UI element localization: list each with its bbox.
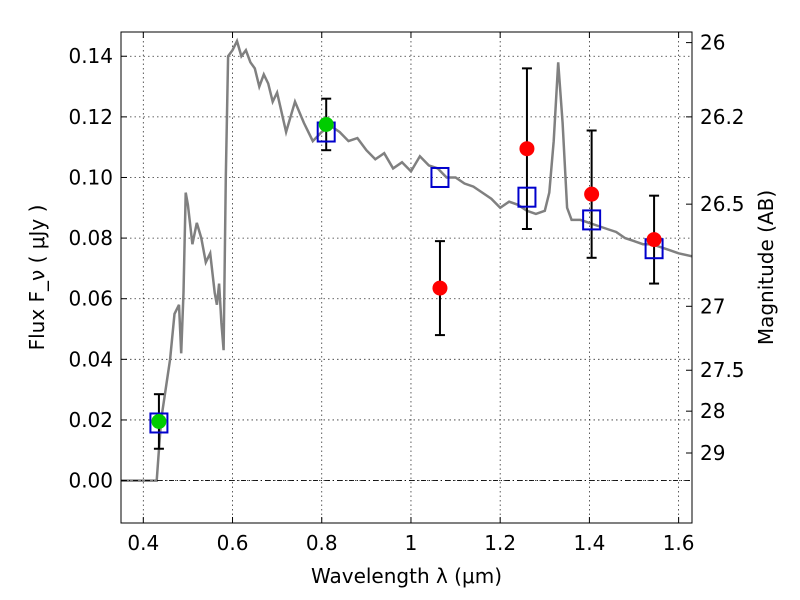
model-flux-square — [517, 186, 537, 208]
plot-frame — [120, 31, 693, 524]
data-point — [646, 232, 662, 248]
x-tick-label: 1.2 — [484, 531, 516, 555]
x-tick-label: 0.4 — [127, 531, 159, 555]
right-tick-label: 27 — [700, 294, 725, 318]
ticks-layer: 0.4 0.6 0.8 1 1.2 1.4 1.6 0.00 0.02 0.04 0.06 0.08 0… — [68, 31, 744, 555]
y-tick-label: 0.14 — [68, 44, 113, 68]
y-tick-label: 0.06 — [68, 287, 113, 311]
right-axis-label: Magnitude (AB) — [754, 190, 778, 345]
y-tick-label: 0.08 — [68, 226, 113, 250]
right-tick-label: 28 — [700, 399, 725, 423]
y-tick-label: 0.04 — [68, 347, 113, 371]
model-flux-square — [149, 412, 169, 434]
right-tick-label: 27.5 — [700, 358, 745, 382]
x-tick-label: 1.4 — [573, 531, 605, 555]
y-tick-label: 0.12 — [68, 105, 113, 129]
right-tick-label: 26.5 — [700, 192, 745, 216]
y-tick-label: 0.02 — [68, 408, 113, 432]
model-flux-square — [582, 209, 602, 231]
right-tick-label: 26.2 — [700, 105, 745, 129]
x-tick-label: 1 — [405, 531, 418, 555]
model-flux-square — [430, 166, 450, 188]
x-tick-label: 1.6 — [663, 531, 695, 555]
x-axis-label: Wavelength λ (μm) — [311, 564, 502, 588]
right-tick-label: 29 — [700, 441, 725, 465]
y-axis-label: Flux F_ν ( μJy ) — [25, 205, 49, 351]
data-point — [584, 186, 600, 202]
model-spectrum-line — [121, 37, 693, 482]
data-point — [432, 280, 448, 296]
right-tick-label: 26 — [700, 31, 725, 55]
marks-layer — [149, 67, 664, 450]
data-point — [519, 141, 535, 157]
grid-layer — [121, 32, 692, 523]
x-tick-label: 0.8 — [306, 531, 338, 555]
y-tick-label: 0.00 — [68, 469, 113, 493]
data-point — [318, 116, 334, 132]
y-tick-label: 0.10 — [68, 165, 113, 189]
x-tick-label: 0.6 — [217, 531, 249, 555]
data-point — [151, 413, 167, 429]
